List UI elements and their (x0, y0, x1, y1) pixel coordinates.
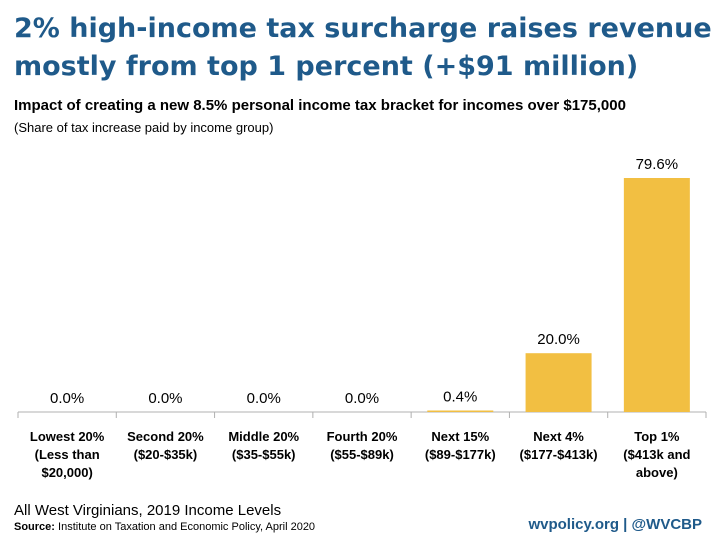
category-label-line: Lowest 20% (30, 429, 105, 444)
data-label-3: 0.0% (345, 390, 379, 407)
bar-chart: 0.0% Lowest 20% (Less than $20,000) 0.0% Seco… (17, 156, 707, 480)
category-label-line: $20,000) (41, 465, 92, 480)
category-label-line: Middle 20% (228, 429, 299, 444)
data-label-5: 20.0% (537, 331, 580, 348)
data-label-6: 79.6% (636, 156, 679, 173)
data-label-4: 0.4% (443, 389, 477, 406)
title-line-2: mostly from top 1 percent (+$91 million) (14, 51, 639, 82)
category-label-line: Fourth 20% (327, 429, 398, 444)
footnote: All West Virginians, 2019 Income Levels (14, 502, 282, 519)
category-label-line: ($20-$35k) (134, 447, 198, 462)
category-label-line: Next 15% (431, 429, 489, 444)
category-label-line: (Less than (35, 447, 100, 462)
category-label-1: Second 20% ($20-$35k) (127, 429, 204, 462)
bar-5 (525, 353, 592, 412)
category-label-line: ($89-$177k) (425, 447, 496, 462)
chart-title: 2% high-income tax surcharge raises reve… (14, 10, 714, 86)
data-label-1: 0.0% (148, 390, 182, 407)
brand-footer: wvpolicy.org | @WVCBP (528, 516, 702, 533)
title-line-1: 2% high-income tax surcharge raises reve… (14, 13, 712, 44)
data-label-0: 0.0% (50, 390, 84, 407)
category-label-2: Middle 20% ($35-$55k) (228, 429, 299, 462)
category-label-line: ($35-$55k) (232, 447, 296, 462)
category-label-line: Next 4% (533, 429, 584, 444)
category-label-line: ($413k and (623, 447, 690, 462)
chart-subtitle: Impact of creating a new 8.5% personal i… (14, 97, 626, 114)
chart-subnote: (Share of tax increase paid by income gr… (14, 120, 274, 135)
category-label-line: ($177-$413k) (520, 447, 598, 462)
bar-4 (427, 410, 494, 412)
bar-6 (623, 178, 690, 412)
source-note: Source: Institute on Taxation and Econom… (14, 521, 315, 533)
category-label-line: ($55-$89k) (330, 447, 394, 462)
data-label-2: 0.0% (247, 390, 281, 407)
source-text: Institute on Taxation and Economic Polic… (54, 521, 316, 533)
category-label-4: Next 15% ($89-$177k) (425, 429, 496, 462)
category-label-5: Next 4% ($177-$413k) (520, 429, 598, 462)
category-label-line: Top 1% (634, 429, 680, 444)
category-label-line: Second 20% (127, 429, 204, 444)
category-label-3: Fourth 20% ($55-$89k) (327, 429, 398, 462)
category-label-0: Lowest 20% (Less than $20,000) (30, 429, 105, 480)
category-label-6: Top 1% ($413k and above) (623, 429, 690, 480)
source-label: Source: (14, 521, 55, 533)
category-label-line: above) (636, 465, 678, 480)
